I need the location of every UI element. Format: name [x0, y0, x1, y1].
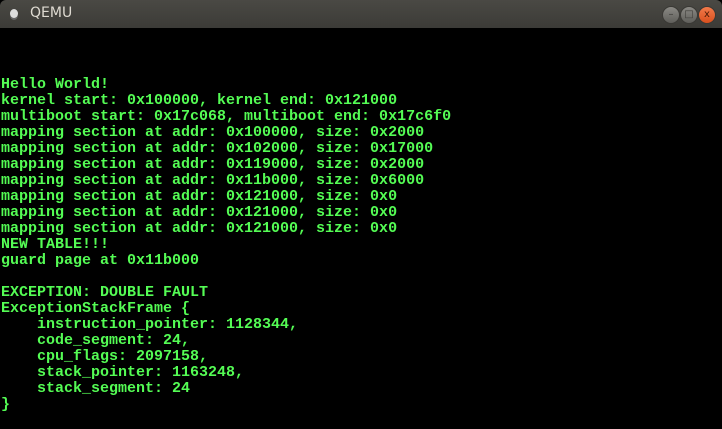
- window-title: QEMU: [30, 5, 73, 21]
- console-line: stack_segment: 24: [1, 380, 191, 397]
- qemu-app-icon: [10, 9, 18, 18]
- console-line: multiboot start: 0x17c068, multiboot end…: [1, 108, 452, 125]
- console-line: stack_pointer: 1163248,: [1, 364, 245, 381]
- console-line: mapping section at addr: 0x121000, size:…: [1, 220, 398, 237]
- console-line: mapping section at addr: 0x100000, size:…: [1, 124, 425, 141]
- console-line: }: [1, 396, 11, 413]
- maximize-button[interactable]: □: [680, 6, 698, 24]
- console-line: ExceptionStackFrame {: [1, 300, 191, 317]
- console-line: cpu_flags: 2097158,: [1, 348, 209, 365]
- console-line: [1, 61, 721, 77]
- minimize-button[interactable]: –: [662, 6, 680, 24]
- console-line: NEW TABLE!!!: [1, 236, 110, 253]
- console-line: mapping section at addr: 0x102000, size:…: [1, 140, 434, 157]
- console-line: mapping section at addr: 0x119000, size:…: [1, 156, 425, 173]
- console-line: kernel start: 0x100000, kernel end: 0x12…: [1, 92, 398, 109]
- console-line: mapping section at addr: 0x121000, size:…: [1, 188, 398, 205]
- console-line: [1, 45, 721, 61]
- console-line: mapping section at addr: 0x11b000, size:…: [1, 172, 425, 189]
- console-line: mapping section at addr: 0x121000, size:…: [1, 204, 398, 221]
- window-titlebar[interactable]: QEMU – □ x: [0, 0, 722, 28]
- console-line: EXCEPTION: DOUBLE FAULT: [1, 284, 209, 301]
- close-button[interactable]: x: [698, 6, 716, 24]
- console-line: instruction_pointer: 1128344,: [1, 316, 299, 333]
- console-line: code_segment: 24,: [1, 332, 191, 349]
- console-line: [1, 269, 721, 285]
- vga-console[interactable]: Hello World! kernel start: 0x100000, ker…: [1, 29, 721, 429]
- console-line: Hello World!: [1, 76, 110, 93]
- console-line: [1, 29, 721, 45]
- console-line: guard page at 0x11b000: [1, 252, 200, 269]
